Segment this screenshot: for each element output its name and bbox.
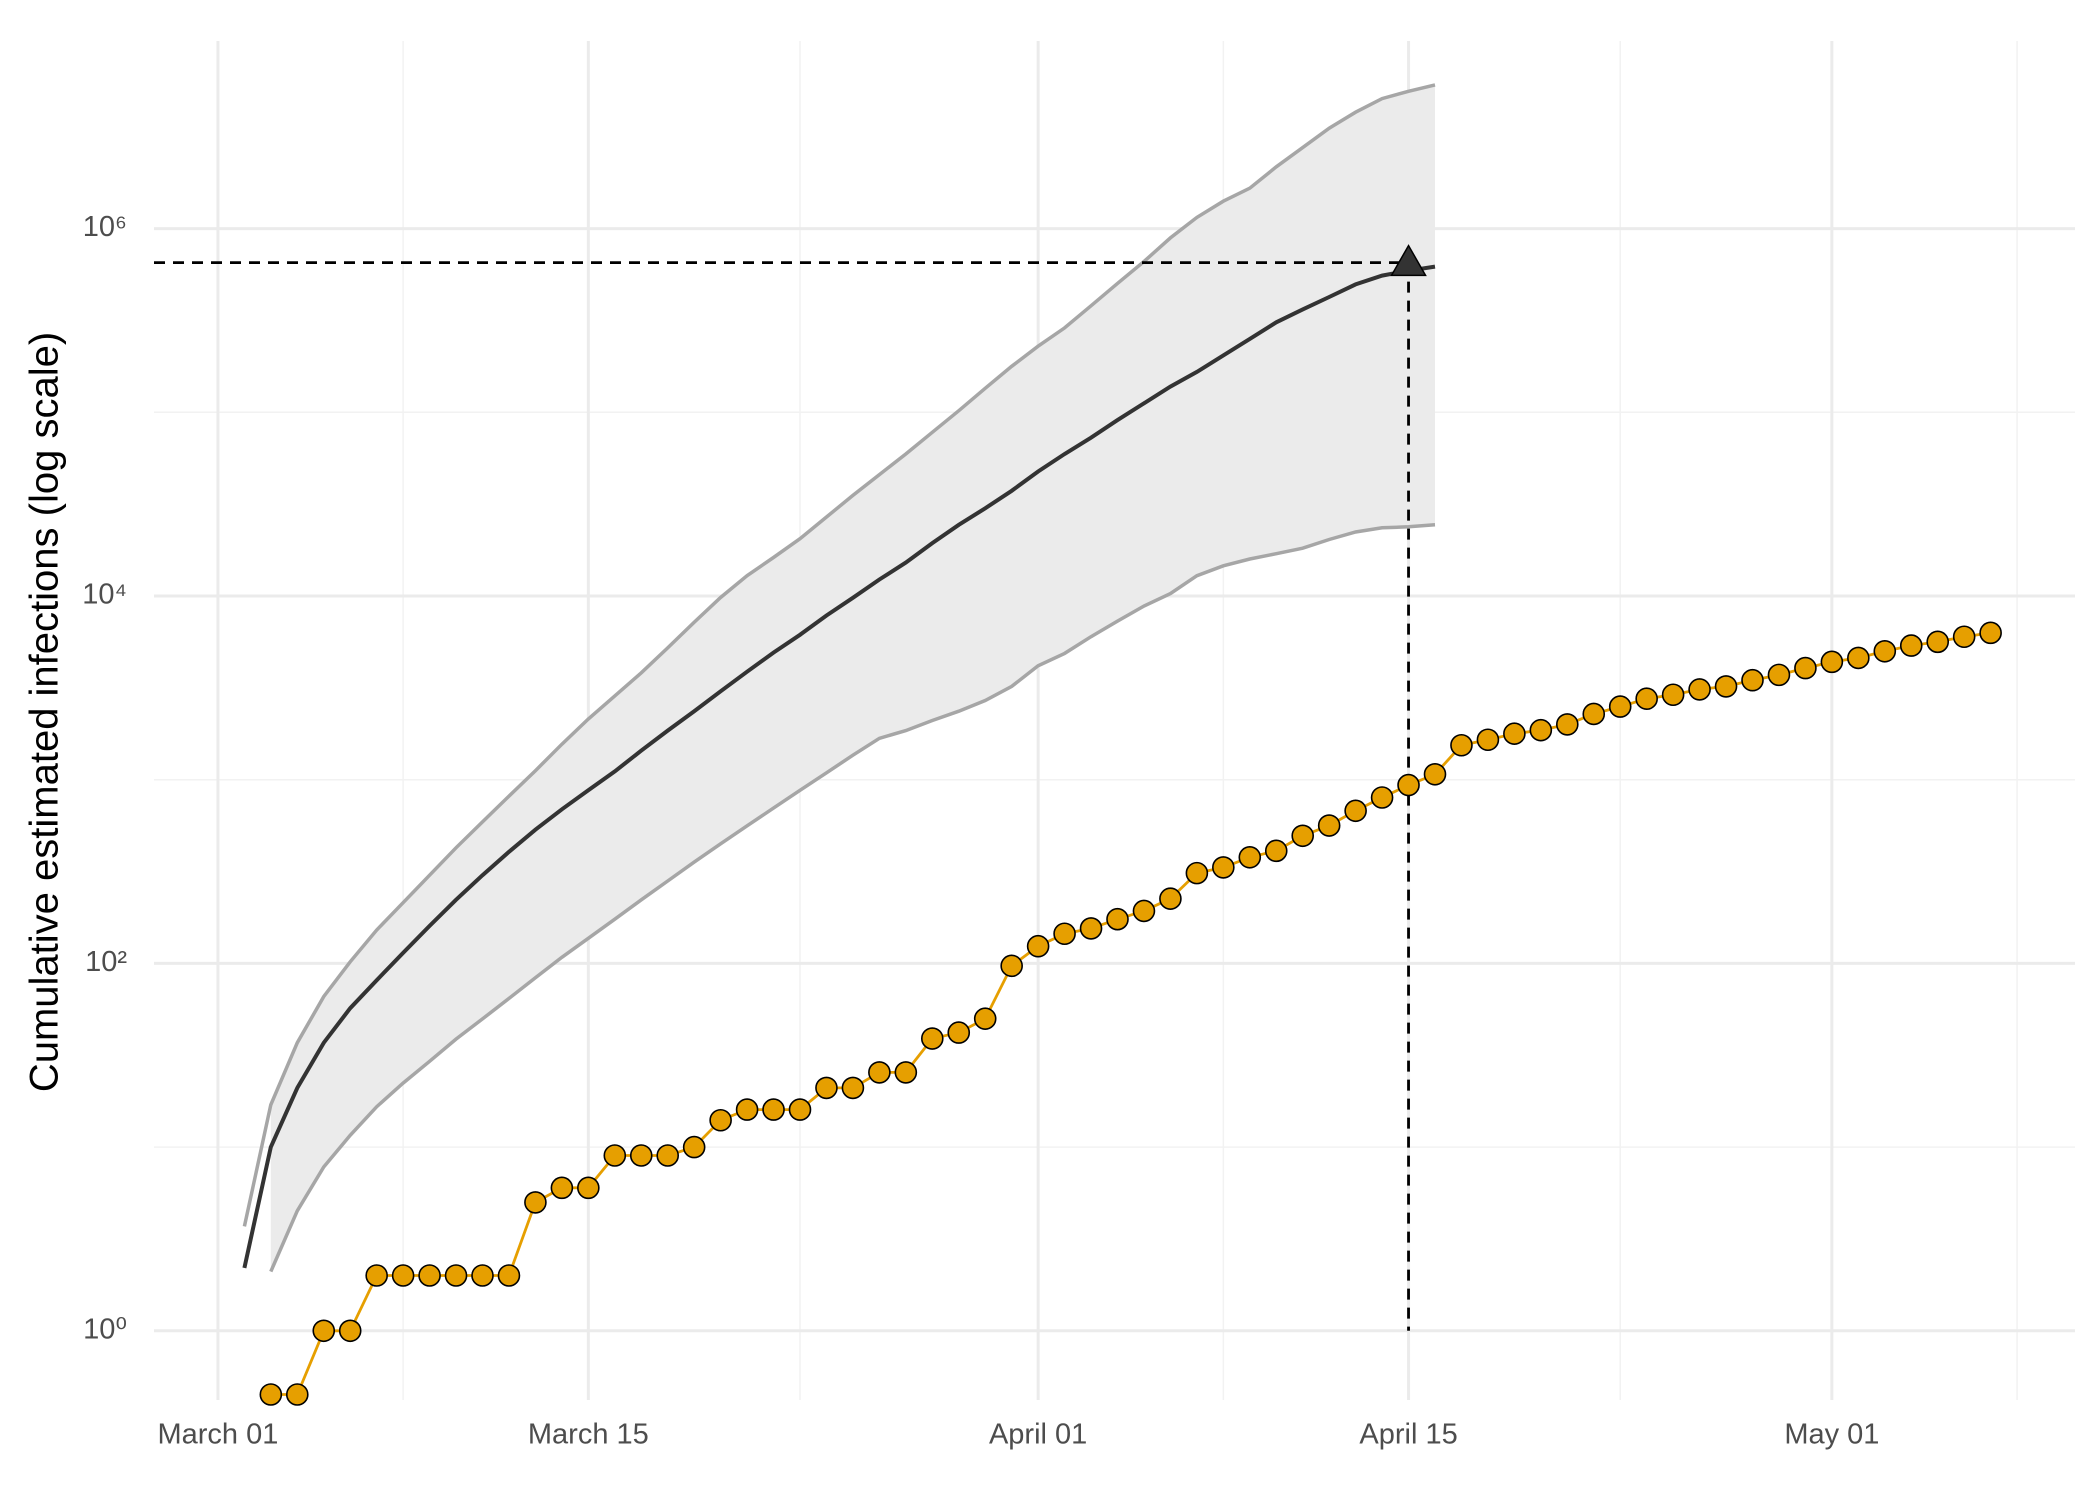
observed-point [1926,630,1950,654]
band-upper-edge [242,83,1436,1227]
observed-point [762,1098,785,1121]
observed-point [1079,917,1103,940]
observed-point [1608,695,1632,718]
observed-point [1159,887,1182,910]
observed-point [312,1319,336,1343]
observed-point [577,1176,600,1200]
observed-point [497,1264,521,1287]
observed-point [1688,678,1711,701]
observed-point [629,1144,653,1167]
observed-point [1661,683,1685,707]
observed-point [788,1098,812,1121]
observed-point [1582,702,1606,726]
observed-point [603,1144,627,1167]
y-tick-label: 10² [85,946,127,978]
observed-point [1899,634,1923,657]
observed-point [709,1108,732,1132]
observed-point [1397,773,1420,797]
observed-point [1847,646,1870,670]
observed-point [1741,668,1764,692]
observed-point [1264,839,1288,863]
y-tick-label: 10⁶ [83,211,127,243]
x-tick-label: April 01 [989,1419,1087,1451]
observed-point [1503,722,1526,745]
observed-point [868,1061,891,1084]
observed-point [391,1264,415,1287]
observed-point [1026,934,1050,958]
y-tick-label: 10⁰ [83,1313,127,1345]
observed-point [471,1264,494,1287]
observed-point [894,1061,918,1084]
observed-point [365,1264,388,1287]
observed-point [1476,728,1500,752]
observed-line [270,631,1991,1396]
observed-point [444,1264,468,1287]
y-tick-label: 10⁴ [82,579,127,611]
observed-point [1714,675,1738,698]
observed-point [1370,786,1394,809]
observed-point [524,1191,547,1214]
observed-point [1317,814,1341,837]
observed-point [1053,922,1076,946]
observed-point [1635,687,1658,710]
x-tick-label: May 01 [1784,1419,1879,1451]
observed-point [656,1144,680,1167]
observed-point [1450,733,1473,757]
observed-point [1000,954,1023,978]
highlight-triangle [1390,244,1427,277]
observed-point [1212,856,1235,879]
observed-point [1979,621,2002,645]
observed-point [1529,718,1553,742]
x-tick-label: April 15 [1359,1419,1457,1451]
observed-point [338,1319,362,1343]
observed-point [1555,713,1579,736]
observed-point [920,1027,944,1050]
observed-point [1767,663,1791,687]
observed-point [1794,656,1817,680]
observed-point [1423,762,1447,786]
observed-point [1873,639,1897,663]
observed-point [815,1076,838,1100]
observed-point [550,1176,574,1200]
observed-point [1291,824,1315,848]
observed-point [1106,907,1129,931]
band-lower-edge [269,523,1436,1273]
uncertainty-band [270,84,1435,1272]
observed-point [947,1021,971,1044]
observed-point [1238,846,1262,869]
y-axis-title: Cumulative estimated infections (log sca… [23,332,67,1092]
observed-point [735,1098,759,1121]
observed-point [259,1383,283,1406]
observed-point [1344,799,1367,823]
observed-point [1952,625,1976,649]
observed-point [285,1383,309,1406]
observed-point [682,1135,706,1159]
observed-point [973,1007,997,1030]
observed-point [1132,899,1156,923]
observed-point [1185,861,1209,885]
x-tick-label: March 15 [528,1419,649,1451]
observed-point [1820,650,1844,674]
median-line [242,264,1436,1269]
observed-point [418,1264,441,1287]
observed-point [841,1076,865,1100]
x-tick-label: March 01 [157,1419,278,1451]
